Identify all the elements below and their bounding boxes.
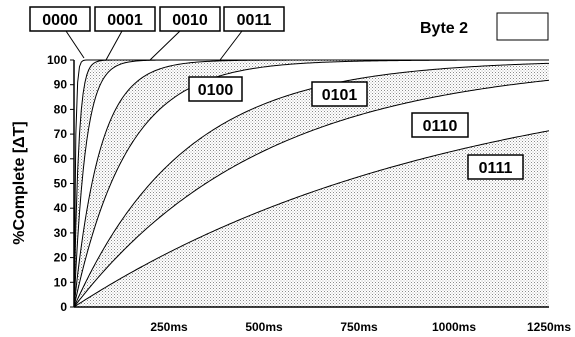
band-0101 (74, 63, 549, 307)
band-0100 (74, 60, 549, 307)
x-tick-label: 250ms (150, 320, 188, 334)
label-box-0000 (29, 6, 91, 32)
series-label-0001: 0001 (107, 12, 143, 29)
label-leader-0001 (105, 30, 123, 61)
label-box-0110 (411, 112, 469, 138)
x-tick-label: 750ms (340, 320, 378, 334)
y-tick-label: 70 (54, 127, 68, 141)
legend-swatch (496, 12, 549, 41)
label-box-0011 (223, 6, 285, 32)
series-label-0111: 0111 (479, 160, 513, 177)
label-leader-0000 (65, 30, 85, 59)
y-tick-label: 100 (47, 53, 67, 67)
x-ticks: 250ms 500ms 750ms 1000ms 1250ms (150, 320, 571, 334)
series-label-0100: 0100 (198, 82, 234, 99)
y-tick-label: 20 (54, 251, 68, 265)
x-tick-label: 500ms (245, 320, 283, 334)
band-0111 (74, 130, 549, 307)
label-box-0101 (311, 81, 368, 107)
label-box-0001 (94, 6, 156, 32)
y-tick-label: 40 (54, 201, 68, 215)
label-box-0111 (467, 154, 524, 180)
y-tick-label: 60 (54, 152, 68, 166)
x-tick-label: 1250ms (527, 320, 571, 334)
label-leader-0011 (219, 30, 243, 61)
y-tick-label: 50 (54, 177, 68, 191)
y-tick-label: 30 (54, 226, 68, 240)
y-ticks: 0 10 20 30 40 50 60 70 80 90 100 (47, 53, 74, 314)
legend-label: Byte 2 (420, 20, 468, 37)
series-label-0011: 0011 (237, 12, 272, 29)
series-line-0110 (73, 79, 550, 308)
y-tick-label: 10 (54, 275, 68, 289)
y-tick-label: 80 (54, 102, 68, 116)
band-0010 (74, 60, 549, 307)
y-tick-label: 90 (54, 78, 68, 92)
y-axis-title: %Complete [ΔT] (11, 121, 28, 245)
x-tick-label: 1000ms (432, 320, 476, 334)
series-line-0100 (73, 59, 549, 308)
label-leader-0010 (149, 30, 181, 61)
label-box-0100 (188, 76, 243, 102)
y-tick-label: 0 (60, 300, 67, 314)
series-label-0101: 0101 (322, 87, 358, 104)
series-line-0111 (73, 130, 550, 308)
label-box-0010 (159, 6, 221, 32)
series-label-0110: 0110 (423, 118, 458, 135)
series-label-0010: 0010 (172, 12, 208, 29)
series-labels: 0000 0001 0010 0011 0100 0101 0110 0111 (29, 6, 524, 180)
series-label-0000: 0000 (42, 12, 78, 29)
